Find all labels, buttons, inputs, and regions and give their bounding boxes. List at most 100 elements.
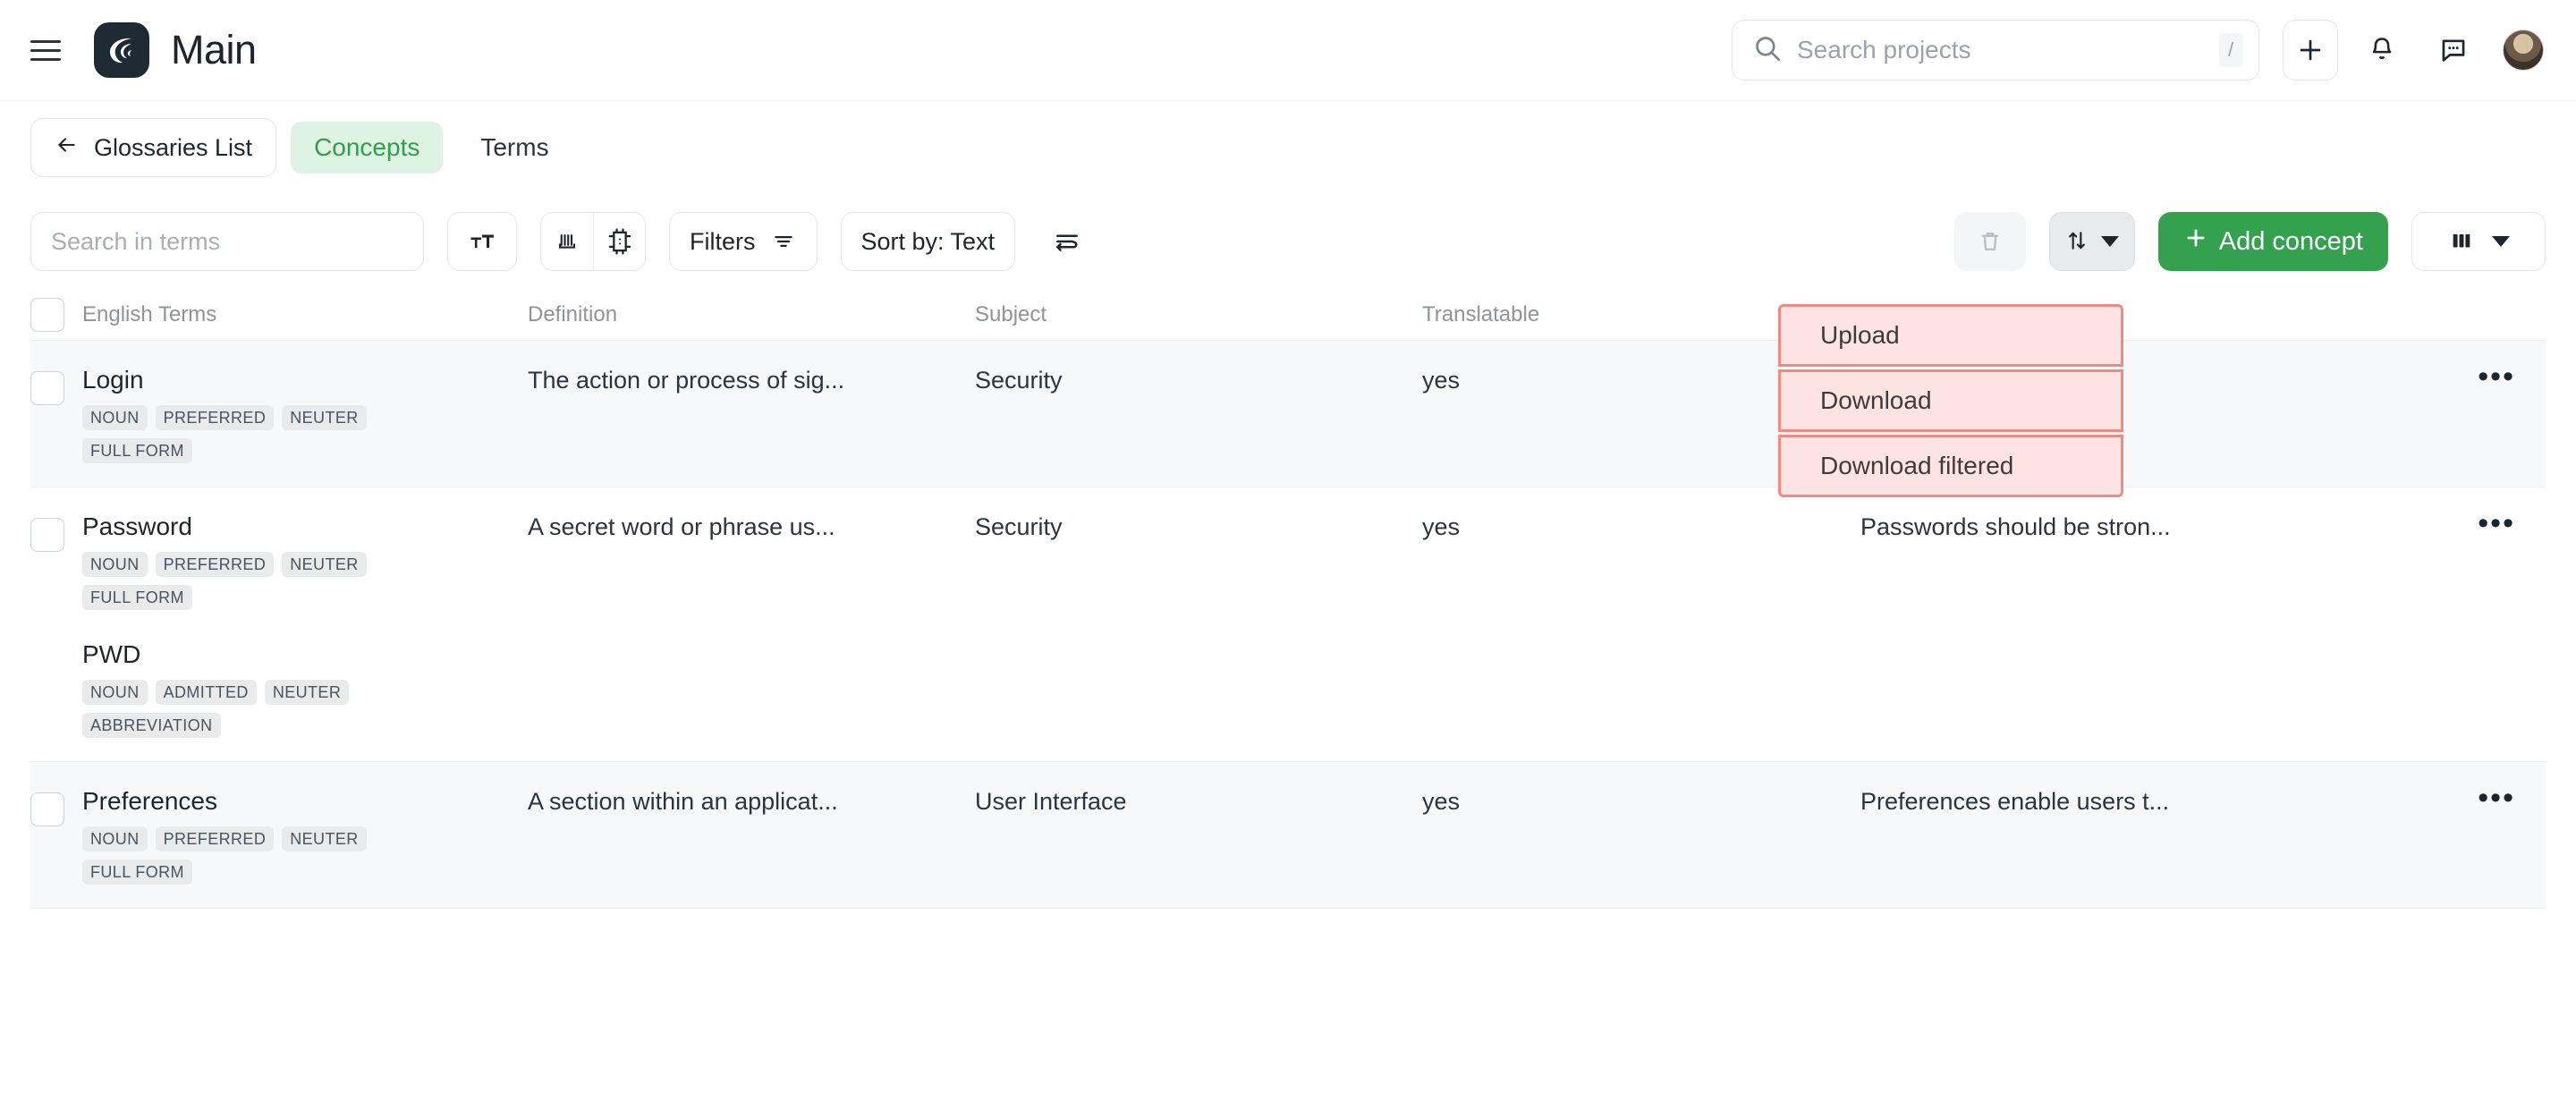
- column-header-subject[interactable]: Subject: [975, 301, 1047, 326]
- term-name[interactable]: Password: [82, 512, 192, 540]
- terms-cell: Password NOUN PREFERRED NEUTER FULL FORM…: [82, 514, 528, 738]
- row-actions-cell: •••: [2361, 360, 2546, 394]
- term-tag: NOUN: [82, 680, 148, 705]
- more-options-icon[interactable]: •••: [2478, 781, 2515, 815]
- search-shortcut-hint: /: [2219, 33, 2242, 67]
- select-all-checkbox[interactable]: [30, 297, 64, 332]
- column-header-translatable[interactable]: Translatable: [1422, 301, 1540, 326]
- search-icon: [1752, 33, 1783, 68]
- text-size-icon[interactable]: [447, 212, 517, 271]
- filter-icon: [770, 230, 797, 253]
- tab-concepts[interactable]: Concepts: [291, 122, 444, 174]
- menu-item-upload[interactable]: Upload: [1778, 304, 2123, 367]
- table-header-row: English Terms Definition Subject Transla…: [30, 289, 2546, 341]
- chevron-down-icon: [2492, 236, 2510, 247]
- concepts-table: English Terms Definition Subject Transla…: [0, 289, 2576, 909]
- chat-icon[interactable]: [2426, 22, 2481, 78]
- search-input[interactable]: [1797, 36, 2219, 64]
- back-button-label: Glossaries List: [94, 133, 253, 161]
- term-name[interactable]: Preferences: [82, 787, 217, 815]
- tab-terms[interactable]: Terms: [457, 122, 572, 174]
- add-concept-button[interactable]: Add concept: [2157, 212, 2388, 271]
- add-concept-label: Add concept: [2218, 226, 2363, 256]
- definition-cell: The action or process of sig...: [528, 367, 845, 394]
- table-toolbar: Filters Sort by: Text: [0, 194, 2576, 289]
- translatable-cell: yes: [1422, 513, 1461, 540]
- menu-item-download-filtered[interactable]: Download filtered: [1778, 435, 2123, 497]
- list-sort-icon[interactable]: [1042, 216, 1092, 267]
- app-header: Main /: [0, 0, 2576, 101]
- bell-icon[interactable]: [2354, 22, 2410, 78]
- term-tags: NOUN PREFERRED NEUTER FULL FORM: [82, 552, 440, 610]
- term-tag: PREFERRED: [155, 405, 275, 430]
- term-tags: NOUN PREFERRED NEUTER FULL FORM: [82, 826, 440, 885]
- view-mode-group: [540, 212, 646, 271]
- header-actions: /: [1732, 20, 2544, 80]
- notes-cell: Preferences enable users t...: [1860, 788, 2170, 815]
- table-row[interactable]: Preferences NOUN PREFERRED NEUTER FULL F…: [30, 762, 2546, 909]
- search-in-terms-input[interactable]: [51, 227, 403, 256]
- app-logo-icon[interactable]: [94, 22, 149, 78]
- term-tag: NEUTER: [282, 405, 367, 430]
- page-title: Main: [171, 27, 257, 72]
- more-options-icon[interactable]: •••: [2478, 506, 2515, 540]
- more-options-icon[interactable]: •••: [2478, 360, 2515, 394]
- subject-cell: Security: [975, 367, 1063, 394]
- secondary-nav: Glossaries List Concepts Terms: [0, 101, 2576, 194]
- table-row[interactable]: Password NOUN PREFERRED NEUTER FULL FORM…: [30, 487, 2546, 762]
- term-tag: ADMITTED: [155, 680, 257, 705]
- term-tag: PREFERRED: [155, 826, 275, 851]
- term-tag: FULL FORM: [82, 860, 192, 885]
- row-checkbox[interactable]: [30, 518, 64, 552]
- columns-settings-button[interactable]: [2411, 212, 2546, 271]
- row-checkbox[interactable]: [30, 792, 64, 826]
- terms-search[interactable]: [30, 212, 424, 271]
- table-row[interactable]: Login NOUN PREFERRED NEUTER FULL FORM Th…: [30, 341, 2546, 487]
- definition-cell: A section within an applicat...: [528, 788, 838, 815]
- global-search[interactable]: /: [1732, 20, 2259, 80]
- up-down-arrows-icon: [2065, 226, 2089, 258]
- term-name[interactable]: Login: [82, 366, 144, 394]
- term-tag: NEUTER: [282, 552, 367, 577]
- column-header-english-terms[interactable]: English Terms: [82, 301, 217, 326]
- trash-icon[interactable]: [1953, 212, 2026, 271]
- row-actions-cell: •••: [2361, 506, 2546, 540]
- term-tag: PREFERRED: [155, 552, 275, 577]
- term-tag: ABBREVIATION: [82, 713, 221, 738]
- term-tag: NOUN: [82, 405, 148, 430]
- concept-frame-icon[interactable]: [593, 213, 645, 270]
- terms-cell: Login NOUN PREFERRED NEUTER FULL FORM: [82, 368, 528, 463]
- menu-item-download[interactable]: Download: [1778, 369, 2123, 432]
- hamburger-icon[interactable]: [30, 30, 70, 70]
- sort-by-button[interactable]: Sort by: Text: [840, 212, 1016, 271]
- create-new-button[interactable]: [2283, 20, 2338, 80]
- term-tag: NEUTER: [282, 826, 367, 851]
- filters-button[interactable]: Filters: [669, 212, 818, 271]
- term-name[interactable]: PWD: [82, 640, 141, 668]
- definition-cell: A secret word or phrase us...: [528, 513, 835, 540]
- barcode-icon[interactable]: [541, 213, 593, 270]
- term-block: Preferences NOUN PREFERRED NEUTER FULL F…: [82, 789, 528, 885]
- term-tag: NOUN: [82, 552, 148, 577]
- import-export-button[interactable]: [2048, 212, 2135, 271]
- row-select-cell: [30, 789, 82, 826]
- column-header-definition[interactable]: Definition: [528, 301, 618, 326]
- plus-icon: [2183, 225, 2208, 258]
- term-tag: NEUTER: [264, 680, 350, 705]
- row-checkbox[interactable]: [30, 371, 64, 405]
- user-avatar[interactable]: [2503, 30, 2544, 71]
- row-select-cell: [30, 368, 82, 405]
- import-export-menu: Upload Download Download filtered: [1778, 304, 2123, 497]
- subject-cell: Security: [975, 513, 1063, 540]
- term-tags: NOUN ADMITTED NEUTER ABBREVIATION: [82, 680, 440, 738]
- notes-cell: Passwords should be stron...: [1860, 513, 2171, 540]
- term-tag: NOUN: [82, 826, 148, 851]
- term-tag: FULL FORM: [82, 438, 192, 463]
- term-block: Login NOUN PREFERRED NEUTER FULL FORM: [82, 368, 528, 463]
- term-block: PWD NOUN ADMITTED NEUTER ABBREVIATION: [82, 642, 528, 738]
- columns-icon: [2447, 228, 2476, 256]
- back-to-glossaries-button[interactable]: Glossaries List: [30, 118, 277, 177]
- arrow-left-icon: [53, 133, 80, 163]
- term-block: Password NOUN PREFERRED NEUTER FULL FORM: [82, 514, 528, 610]
- terms-cell: Preferences NOUN PREFERRED NEUTER FULL F…: [82, 789, 528, 885]
